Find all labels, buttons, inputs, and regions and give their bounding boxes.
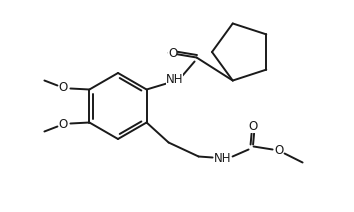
Text: O: O <box>274 144 283 157</box>
Text: O: O <box>59 81 68 94</box>
Text: O: O <box>168 47 177 60</box>
Text: O: O <box>59 118 68 131</box>
Text: O: O <box>248 120 257 133</box>
Text: NH: NH <box>166 73 183 86</box>
Text: NH: NH <box>214 152 231 165</box>
